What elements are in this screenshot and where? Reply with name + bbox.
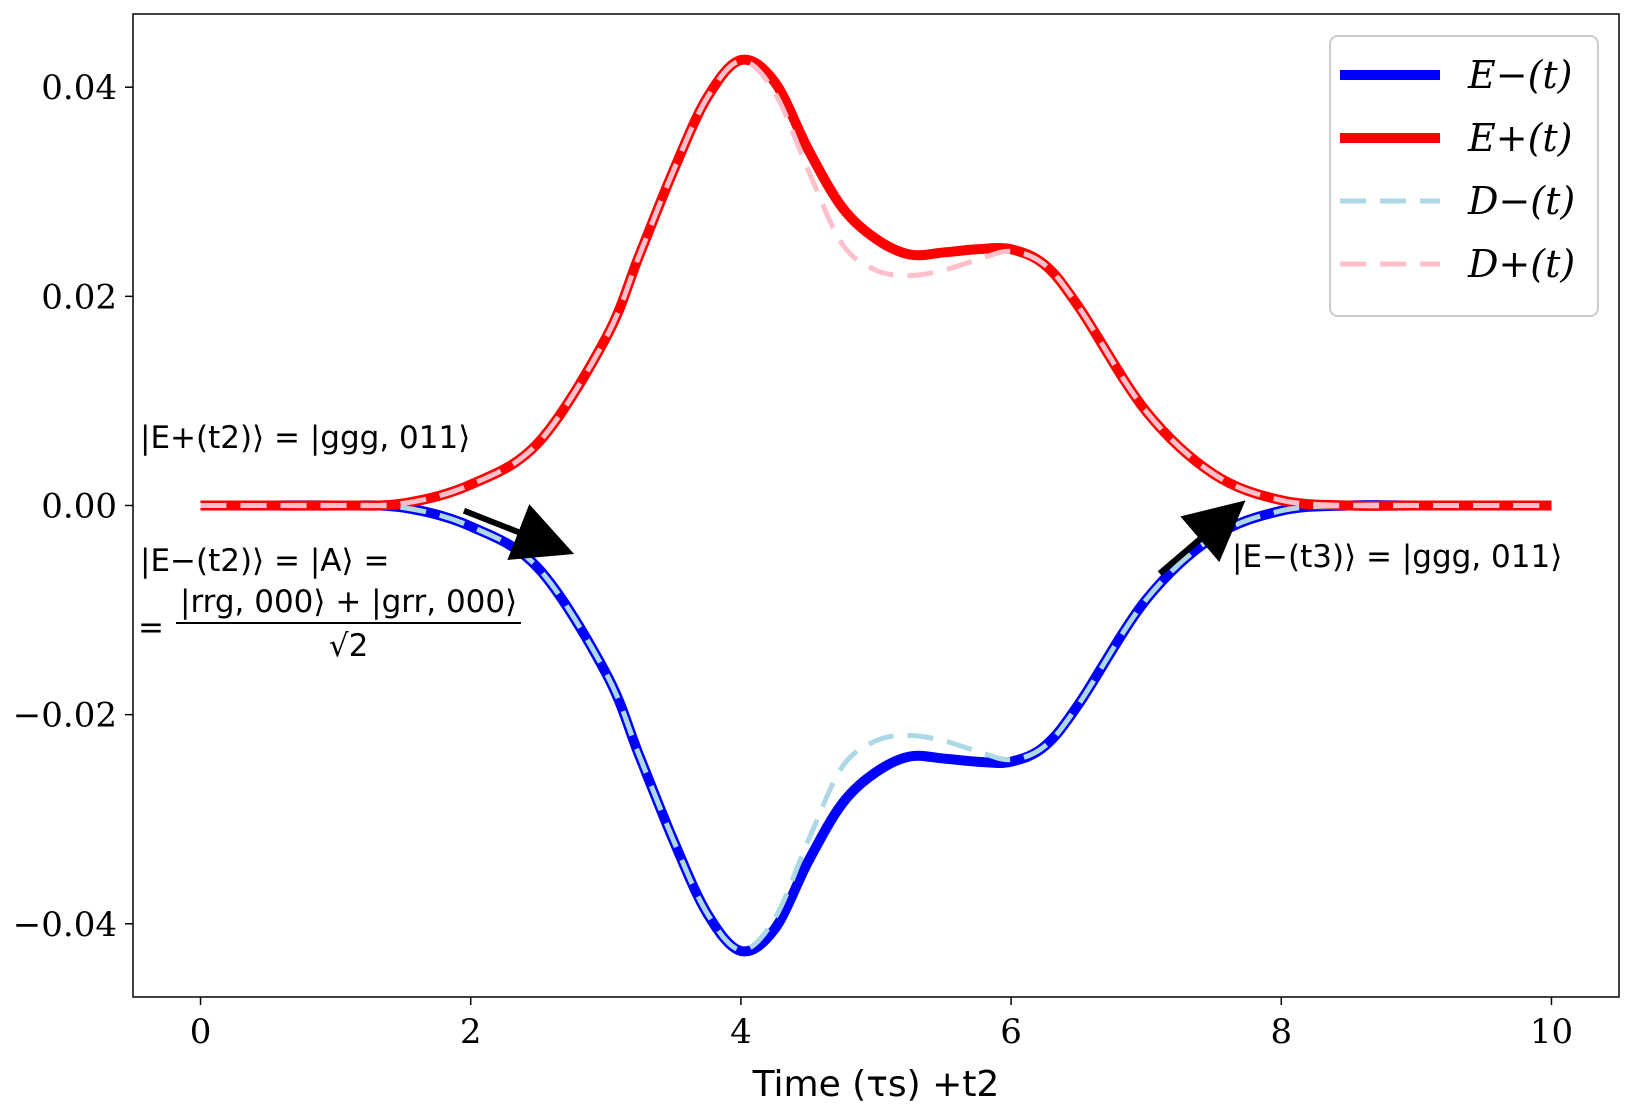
x-tick-label: 8 [1270,1012,1292,1052]
x-tick-label: 6 [1000,1012,1022,1052]
y-tick-label: 0.00 [41,487,117,527]
legend-box [1329,35,1599,317]
fraction-numerator: |rrg, 000⟩ + |grr, 000⟩ [176,584,522,624]
annotation-eminus-t2: |E−(t2)⟩ = |A⟩ = [140,543,390,579]
x-tick-label: 4 [730,1012,752,1052]
y-tick-label: 0.02 [41,277,117,317]
annotation-eminus-t3: |E−(t3)⟩ = |ggg, 011⟩ [1232,539,1563,575]
legend-label: E−(t) [1467,53,1573,97]
x-tick-label: 0 [190,1012,212,1052]
annotation-arrow [462,504,575,560]
legend-label: D+(t) [1467,242,1575,286]
y-tick-label: −0.02 [13,696,117,736]
fraction-denominator: √2 [328,628,369,664]
x-tick-label: 2 [460,1012,482,1052]
series-line-d-plus [200,58,1552,509]
x-axis-label: Time (τs) +t2 [752,1064,1000,1105]
y-tick-label: −0.04 [13,905,117,945]
plot-frame [132,13,1620,998]
annotation-eplus-t2: |E+(t2)⟩ = |ggg, 011⟩ [140,420,471,456]
legend-label: D−(t) [1467,179,1575,223]
annotation-fraction: |rrg, 000⟩ + |grr, 000⟩ √2 [176,584,522,664]
legend-label: E+(t) [1467,116,1573,160]
y-tick-label: 0.04 [41,68,117,108]
annotation-arrow [1157,500,1246,576]
x-tick-label: 10 [1530,1012,1573,1052]
annotation-equals-sign: = [138,610,164,646]
legend: E−(t) E+(t) D−(t) D+(t) [1329,35,1599,317]
